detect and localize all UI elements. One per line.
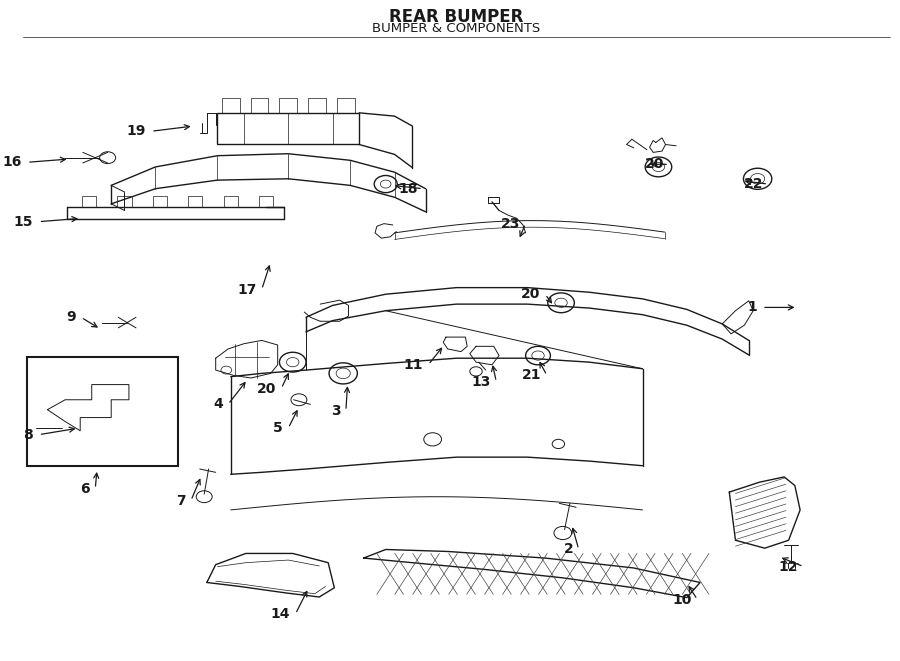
Text: 14: 14 <box>271 607 290 621</box>
Text: 17: 17 <box>237 283 256 297</box>
Text: 16: 16 <box>3 155 22 169</box>
Text: BUMPER & COMPONENTS: BUMPER & COMPONENTS <box>373 22 541 35</box>
Text: 20: 20 <box>520 288 540 301</box>
Text: 19: 19 <box>126 124 146 138</box>
Text: 9: 9 <box>67 310 76 325</box>
Text: 3: 3 <box>331 404 340 418</box>
Text: 12: 12 <box>778 560 798 574</box>
Text: 22: 22 <box>743 177 763 191</box>
Text: 2: 2 <box>563 543 573 557</box>
Bar <box>27 357 177 466</box>
Text: 23: 23 <box>501 217 520 231</box>
Text: 1: 1 <box>747 300 757 315</box>
Text: 5: 5 <box>274 421 283 435</box>
Text: 20: 20 <box>644 157 664 171</box>
Text: 4: 4 <box>213 397 223 411</box>
Text: 6: 6 <box>80 482 90 496</box>
Bar <box>218 113 359 145</box>
Text: 18: 18 <box>398 182 418 196</box>
Text: 8: 8 <box>23 428 33 442</box>
Text: 20: 20 <box>256 381 276 395</box>
Text: 15: 15 <box>14 215 33 229</box>
Text: 21: 21 <box>522 368 542 382</box>
Text: 11: 11 <box>403 358 423 371</box>
Text: 13: 13 <box>472 375 491 389</box>
Text: 7: 7 <box>176 494 185 508</box>
Text: REAR BUMPER: REAR BUMPER <box>390 8 524 26</box>
Text: 10: 10 <box>672 593 692 607</box>
